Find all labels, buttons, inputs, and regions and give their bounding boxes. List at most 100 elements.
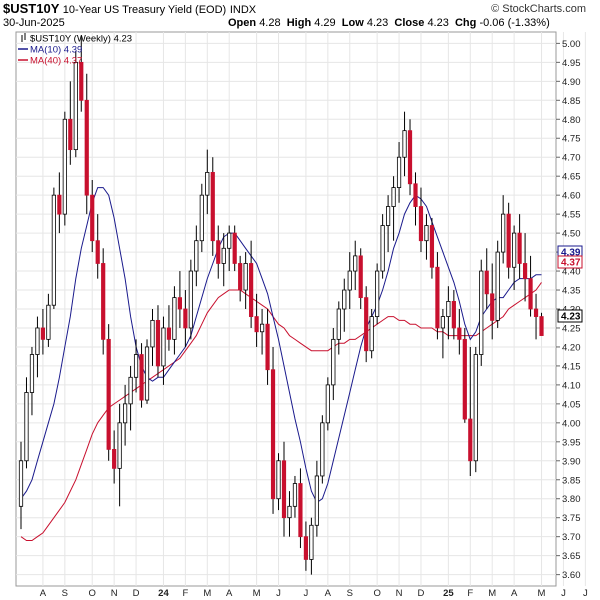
candle [194,225,199,287]
candle-body [517,232,522,264]
candle-body [413,183,418,207]
candle [292,475,298,518]
candle [484,248,489,309]
candle [342,278,347,332]
y-tick-label: 4.85 [562,96,581,107]
candle-body [446,301,451,317]
candle-body [221,247,226,264]
candle-body [90,194,95,242]
candle [106,324,111,461]
candle [29,346,35,416]
grid [15,31,586,587]
candle-body [117,422,122,469]
x-tick-label: M [203,588,211,599]
candle [380,214,385,279]
candle-body [194,240,199,272]
candle [336,301,341,355]
candle [205,149,210,215]
candle-body [101,263,106,340]
candle-body [79,61,84,101]
x-tick-label: S [62,588,68,599]
candle [457,309,462,355]
x-tick-label: F [182,588,188,599]
candle-body [259,323,265,333]
x-tick-label: S [347,588,353,599]
y-tick-label: 3.85 [562,475,581,486]
price-tag-label: 4.37 [561,258,581,269]
candle-body [292,483,298,507]
candle-body [375,270,380,317]
candle-body [342,289,347,310]
price-tag-label: 4.23 [561,312,581,323]
x-tick-label: 25 [443,588,454,599]
candle-body [84,99,89,196]
candle-body [166,327,172,340]
open-label: Open [228,17,257,29]
candle-body [364,297,369,352]
candle-body [331,338,336,386]
y-tick-label: 3.65 [562,551,581,562]
candle [402,111,407,177]
y-tick-label: 4.95 [562,58,581,69]
y-tick-label: 4.40 [562,267,581,278]
candle [35,316,40,378]
candle-body [380,225,385,272]
y-tick-label: 5.00 [562,39,581,50]
candle-body [512,232,517,268]
y-tick-label: 4.15 [562,361,581,372]
candle [62,111,67,226]
candle-body [506,213,511,268]
candle [517,214,522,279]
x-tick-label: N [396,588,403,599]
candle [166,305,172,351]
candle-body [210,171,215,242]
candle-body [418,206,424,242]
candle [539,312,544,336]
candle [314,460,319,537]
candle [188,259,193,340]
candle-body [533,308,539,317]
candle-body [358,255,363,299]
candle-body [139,354,144,401]
candle [177,271,182,328]
candle [528,255,533,317]
candle [90,179,95,253]
candle [155,305,161,378]
candle [150,309,155,366]
candle [139,343,144,408]
candle-body [391,187,396,207]
candle-body [144,346,150,401]
candle-body [128,376,133,405]
candle [522,233,528,302]
candle [46,293,51,347]
candle-body [402,130,407,158]
candle [232,225,237,272]
candle [101,248,106,355]
candle [265,309,270,385]
y-tick-label: 4.65 [562,172,581,183]
candle-body [435,266,440,329]
candle [161,316,166,385]
candle [407,119,413,196]
x-tick-label: 24 [158,588,169,599]
chg-value: -0.06 (-1.33%) [479,17,550,29]
candle-body [336,308,341,340]
candle [358,248,363,309]
candle-body [199,194,204,242]
candle [440,309,445,359]
price-tag-label: 4.39 [561,248,581,259]
candle [303,521,309,571]
x-tick-label: J [583,588,588,599]
x-tick-label: J [561,588,566,599]
x-tick-label: M [488,588,496,599]
ma10-layer [20,187,542,504]
candle [95,214,100,279]
candle [259,309,265,355]
x-tick-label: A [511,588,518,599]
candle [391,176,396,241]
candle [117,403,122,507]
x-tick-label: A [226,588,233,599]
candle-body [325,384,330,424]
